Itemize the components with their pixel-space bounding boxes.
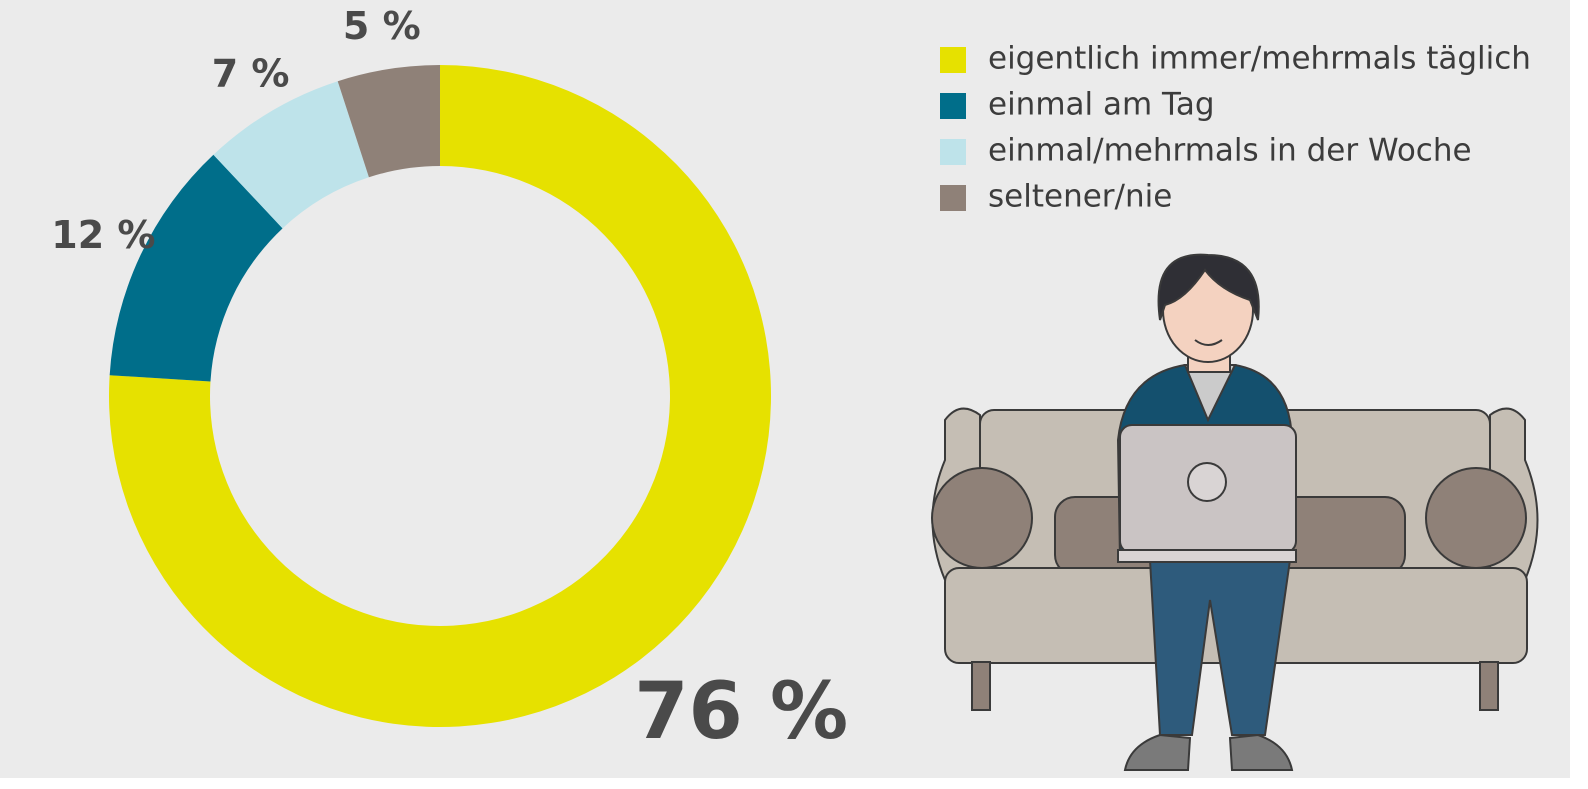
donut-segment [213,81,369,229]
legend-label: seltener/nie [988,179,1172,215]
illustration [931,253,1539,771]
data-label: 5 % [343,4,421,48]
legend-label: einmal am Tag [988,87,1215,123]
legend-swatch [940,93,966,119]
legend-swatch [940,185,966,211]
data-label: 12 % [51,213,155,257]
data-label: 76 % [634,667,848,757]
donut-segment [109,154,283,382]
legend-swatch [940,139,966,165]
donut-segment [109,65,772,727]
legend-label: einmal/mehrmals in der Woche [988,133,1472,169]
legend-label: eigentlich immer/mehrmals täglich [988,41,1531,77]
data-label: 7 % [212,51,290,95]
legend-swatch [940,47,966,73]
donut-segment [337,65,440,178]
